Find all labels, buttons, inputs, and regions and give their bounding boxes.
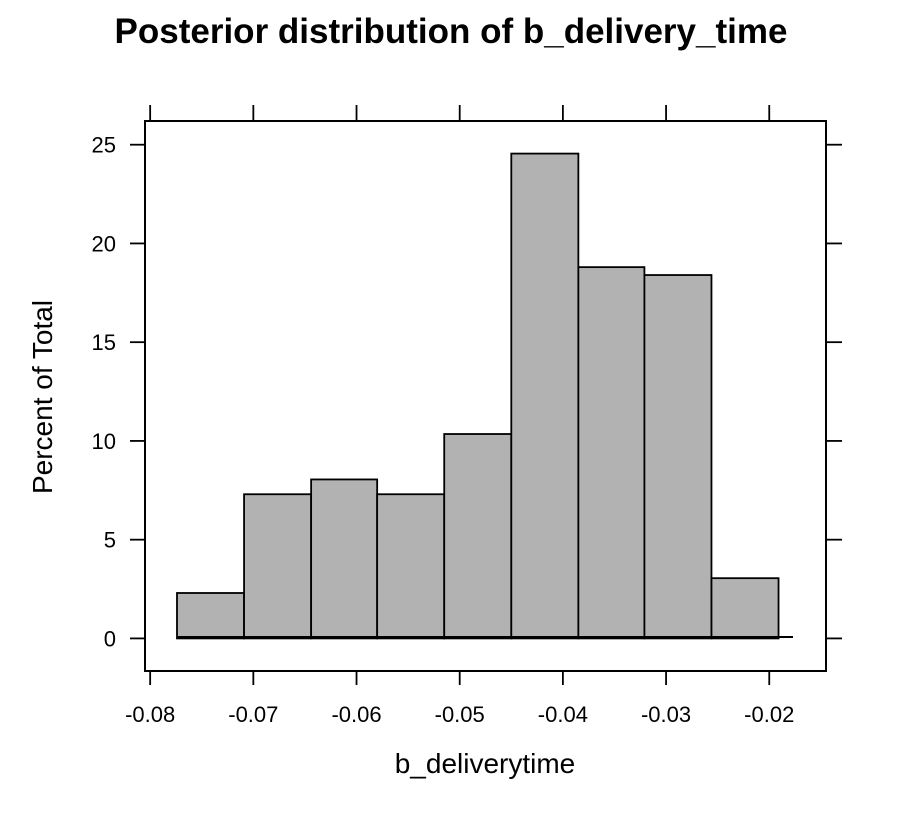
chart-title: Posterior distribution of b_delivery_tim… (115, 12, 788, 51)
histogram-bar-7 (577, 266, 646, 640)
x-tick-label-2: -0.07 (228, 702, 278, 727)
x-tick-label-6: -0.03 (641, 702, 691, 727)
histogram-bar-9 (710, 577, 780, 640)
y-tick-label-6: 25 (92, 133, 116, 158)
histogram-bar-1 (176, 592, 245, 640)
plot-frame (144, 120, 827, 672)
histogram-bar-5 (443, 433, 513, 640)
y-tick-label-1: 0 (104, 626, 116, 651)
x-axis-label: b_deliverytime (395, 748, 576, 779)
histogram-bar-6 (510, 152, 580, 640)
y-tick-label-4: 15 (92, 330, 116, 355)
histogram-bar-8 (643, 274, 713, 640)
x-tick-label-7: -0.02 (744, 702, 794, 727)
y-axis-label: Percent of Total (27, 300, 58, 494)
x-tick-label-1: -0.08 (125, 702, 175, 727)
y-tick-label-3: 10 (92, 429, 116, 454)
histogram-bar-2 (243, 493, 313, 640)
histogram-bar-3 (310, 478, 379, 640)
y-tick-label-2: 5 (104, 528, 116, 553)
bars-layer (176, 152, 780, 640)
x-tick-label-3: -0.06 (331, 702, 381, 727)
ticks-layer: -0.08 -0.07 -0.06 -0.05 -0.04 -0.03 -0.02 0 5 10 1… (92, 105, 842, 727)
histogram-bar-4 (376, 493, 446, 640)
x-tick-label-5: -0.04 (538, 702, 588, 727)
x-tick-label-4: -0.05 (435, 702, 485, 727)
y-tick-label-5: 20 (92, 231, 116, 256)
